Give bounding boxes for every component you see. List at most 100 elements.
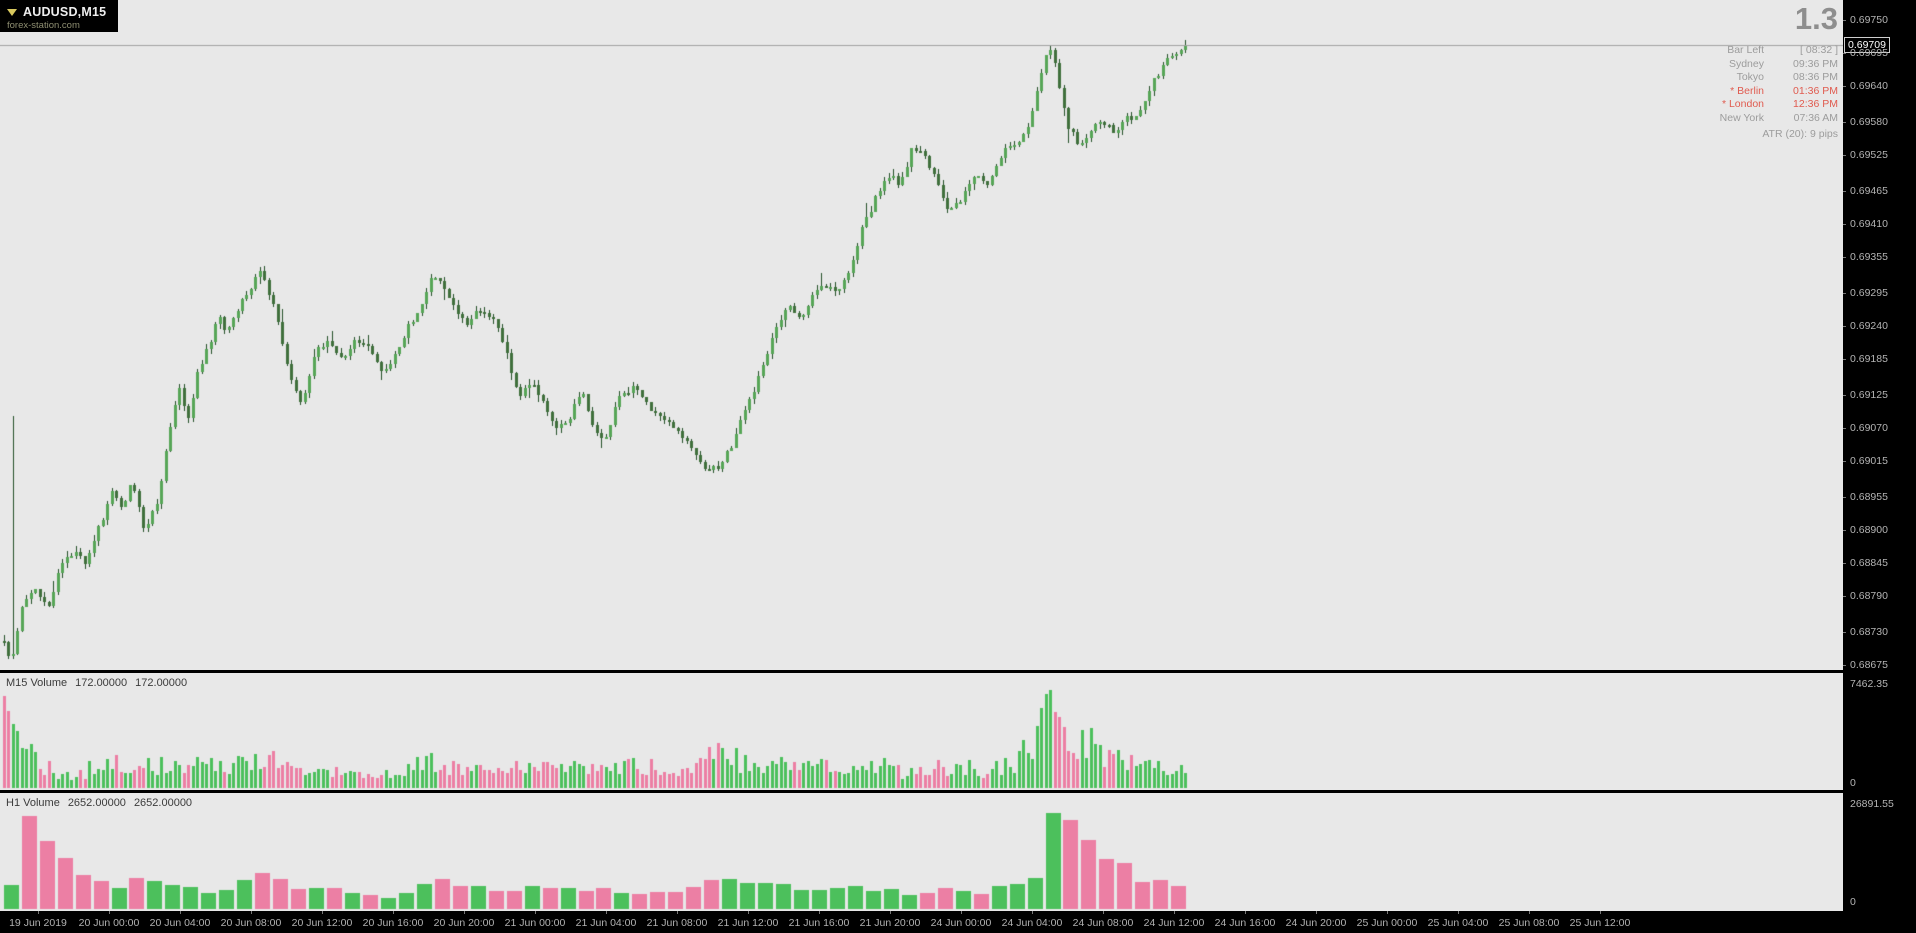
price-tick-mark bbox=[1843, 122, 1846, 123]
h1-volume-value-2: 2652.00000 bbox=[133, 797, 193, 809]
price-tick-mark bbox=[1843, 596, 1846, 597]
time-tick-label: 20 Jun 04:00 bbox=[149, 917, 211, 929]
price-tick-mark bbox=[1843, 191, 1846, 192]
time-tick-label: 25 Jun 04:00 bbox=[1427, 917, 1489, 929]
price-tick-label: 0.69465 bbox=[1850, 185, 1888, 197]
time-tick-label: 21 Jun 00:00 bbox=[504, 917, 566, 929]
price-tick-label: 0.69695 bbox=[1850, 47, 1888, 59]
main-chart-canvas[interactable] bbox=[0, 0, 1843, 670]
clock-time-value: 12:36 PM bbox=[1793, 98, 1838, 110]
time-tick-mark bbox=[1387, 911, 1388, 914]
time-tick-mark bbox=[464, 911, 465, 914]
price-tick-mark bbox=[1843, 563, 1846, 564]
clock-time-value: [ 08:32 ] bbox=[1800, 44, 1838, 56]
main-chart-pane[interactable]: AUDUSD,M15 forex-station.com 1.3 Bar Lef… bbox=[0, 0, 1843, 670]
clock-rows: Bar Left [ 08:32 ] Sydney 09:36 PM Tokyo 08:3… bbox=[1638, 44, 1838, 125]
clock-row: Bar Left [ 08:32 ] bbox=[1638, 44, 1838, 58]
price-tick-label: 0.69410 bbox=[1850, 218, 1888, 230]
clock-row: Tokyo 08:36 PM bbox=[1638, 71, 1838, 85]
time-tick-label: 24 Jun 12:00 bbox=[1143, 917, 1205, 929]
price-tick-mark bbox=[1843, 632, 1846, 633]
price-tick-mark bbox=[1843, 53, 1846, 54]
price-tick-mark bbox=[1843, 395, 1846, 396]
symbol-label: AUDUSD,M15 bbox=[23, 5, 107, 19]
spread-value: 1.3 bbox=[1794, 1, 1838, 36]
price-tick-mark bbox=[1843, 530, 1846, 531]
price-tick-label: 0.68900 bbox=[1850, 524, 1888, 536]
price-tick-mark bbox=[1843, 359, 1846, 360]
time-tick-label: 21 Jun 16:00 bbox=[788, 917, 850, 929]
h1-volume-value-1: 2652.00000 bbox=[67, 797, 126, 809]
h1-volume-name: H1 Volume bbox=[6, 797, 60, 809]
m15-volume-value-1: 172.00000 bbox=[75, 677, 128, 689]
m15-volume-name: M15 Volume bbox=[6, 677, 68, 689]
price-tick-label: 0.69580 bbox=[1850, 116, 1888, 128]
clock-row: * Berlin 01:36 PM bbox=[1638, 85, 1838, 99]
atr-label: ATR (20): 9 pips bbox=[1762, 128, 1838, 140]
clock-city-label: New York bbox=[1719, 111, 1764, 124]
price-tick-label: 0.69750 bbox=[1850, 14, 1888, 26]
clock-panel: Bar Left [ 08:32 ] Sydney 09:36 PM Tokyo 08:3… bbox=[1638, 44, 1838, 141]
m15-volume-indicator-label: M15 Volume 172.00000 172.00000 bbox=[6, 677, 187, 689]
price-tick-label: 0.69185 bbox=[1850, 353, 1888, 365]
time-tick-label: 20 Jun 16:00 bbox=[362, 917, 424, 929]
price-tick-label: 0.69295 bbox=[1850, 287, 1888, 299]
time-tick-mark bbox=[606, 911, 607, 914]
symbol-corner-block: AUDUSD,M15 forex-station.com bbox=[0, 0, 118, 32]
time-tick-label: 20 Jun 12:00 bbox=[291, 917, 353, 929]
time-tick-label: 21 Jun 08:00 bbox=[646, 917, 708, 929]
clock-row: Sydney 09:36 PM bbox=[1638, 58, 1838, 72]
price-tick-label: 0.68845 bbox=[1850, 557, 1888, 569]
price-tick-mark bbox=[1843, 257, 1846, 258]
time-tick-mark bbox=[961, 911, 962, 914]
watermark-text: forex-station.com bbox=[7, 20, 80, 31]
price-tick-label: 0.69240 bbox=[1850, 320, 1888, 332]
time-tick-mark bbox=[677, 911, 678, 914]
time-tick-mark bbox=[1316, 911, 1317, 914]
price-tick-label: 0.68730 bbox=[1850, 626, 1888, 638]
time-tick-mark bbox=[1529, 911, 1530, 914]
price-tick-mark bbox=[1843, 497, 1846, 498]
m15-volume-canvas[interactable] bbox=[0, 673, 1843, 790]
time-tick-label: 24 Jun 16:00 bbox=[1214, 917, 1276, 929]
clock-city-label: * Berlin bbox=[1730, 84, 1764, 97]
time-tick-mark bbox=[535, 911, 536, 914]
time-tick-label: 25 Jun 00:00 bbox=[1356, 917, 1418, 929]
time-tick-label: 19 Jun 2019 bbox=[9, 917, 67, 929]
time-tick-label: 24 Jun 20:00 bbox=[1285, 917, 1347, 929]
price-tick-mark bbox=[1843, 20, 1846, 21]
price-axis[interactable]: 0.69709 7462.35 0 26891.55 0 0.69750 0.69… bbox=[1843, 0, 1916, 933]
price-tick-mark bbox=[1843, 326, 1846, 327]
time-tick-label: 24 Jun 04:00 bbox=[1001, 917, 1063, 929]
time-tick-mark bbox=[180, 911, 181, 914]
time-tick-label: 21 Jun 20:00 bbox=[859, 917, 921, 929]
m15-volume-pane[interactable]: M15 Volume 172.00000 172.00000 bbox=[0, 673, 1843, 790]
time-tick-label: 20 Jun 00:00 bbox=[78, 917, 140, 929]
h1-volume-pane[interactable]: H1 Volume 2652.00000 2652.00000 bbox=[0, 793, 1843, 911]
price-tick-mark bbox=[1843, 461, 1846, 462]
price-tick-label: 0.68955 bbox=[1850, 491, 1888, 503]
clock-time-value: 09:36 PM bbox=[1793, 57, 1838, 70]
m15-volume-value-2: 172.00000 bbox=[135, 677, 188, 689]
symbol-dropdown-icon bbox=[7, 8, 17, 16]
clock-city-label: * London bbox=[1721, 98, 1764, 110]
time-tick-mark bbox=[1245, 911, 1246, 914]
clock-time-value: 01:36 PM bbox=[1793, 84, 1838, 97]
price-tick-mark bbox=[1843, 86, 1846, 87]
time-tick-mark bbox=[38, 911, 39, 914]
time-axis[interactable]: 19 Jun 2019 20 Jun 00:00 20 Jun 04:00 20 Ju… bbox=[0, 911, 1843, 933]
clock-city-label: Sydney bbox=[1728, 57, 1764, 70]
h1-volume-canvas[interactable] bbox=[0, 793, 1843, 911]
clock-city-label: Bar Left bbox=[1727, 44, 1764, 56]
clock-time-value: 07:36 AM bbox=[1793, 111, 1838, 124]
h1-volume-indicator-label: H1 Volume 2652.00000 2652.00000 bbox=[6, 797, 192, 809]
price-tick-mark bbox=[1843, 224, 1846, 225]
current-price-label: 0.69709 bbox=[1844, 36, 1890, 53]
time-tick-mark bbox=[890, 911, 891, 914]
price-tick-label: 0.69070 bbox=[1850, 422, 1888, 434]
price-tick-label: 0.69640 bbox=[1850, 80, 1888, 92]
price-tick-label: 0.68675 bbox=[1850, 659, 1888, 671]
time-tick-mark bbox=[1032, 911, 1033, 914]
time-tick-mark bbox=[251, 911, 252, 914]
